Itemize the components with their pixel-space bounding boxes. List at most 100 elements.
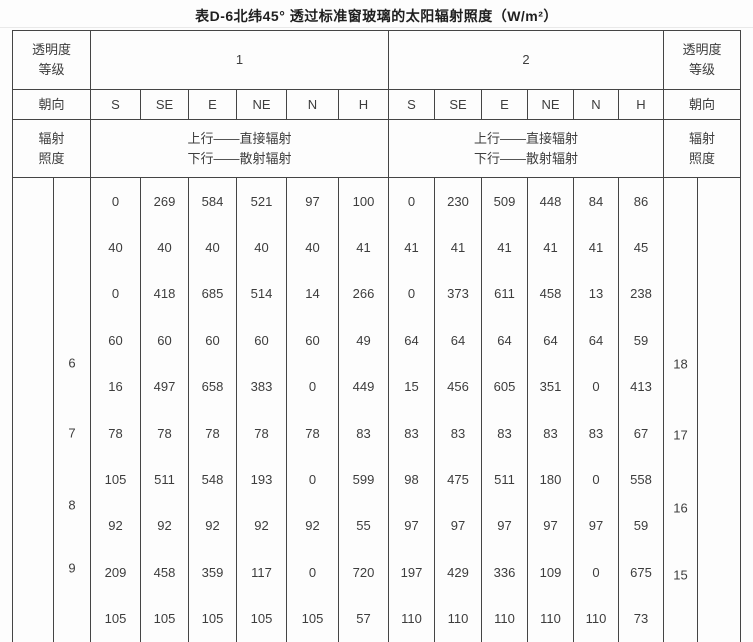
header-row-orientation: 朝向 S SE E NE N H S SE E NE N H 朝向	[13, 90, 741, 120]
header-group-1: 1	[91, 31, 389, 89]
orientation-label-right: 朝向	[664, 90, 741, 119]
data-cell: 458	[539, 286, 562, 302]
data-cell: 511	[494, 472, 515, 488]
data-cell: 60	[254, 332, 269, 348]
radiation-label-left: 辐射 照度	[13, 120, 91, 177]
data-cell: 180	[539, 472, 562, 488]
data-cell: 78	[205, 425, 220, 441]
data-cell: 675	[630, 564, 652, 580]
hour-label: 7	[68, 425, 76, 441]
radiation-note-group-2: 上行——直接辐射 下行——散射辐射	[389, 120, 664, 177]
data-cell: 0	[308, 472, 317, 488]
data-cell: 84	[588, 193, 604, 209]
data-cell: 511	[154, 472, 175, 488]
data-cell: 15	[404, 379, 419, 395]
data-cell: 413	[630, 379, 652, 395]
radiation-label-line2: 照度	[38, 150, 65, 166]
data-cell: 599	[352, 472, 375, 488]
data-cell: 0	[111, 286, 120, 302]
radiation-table: 透明度 等级 1 2 透明度 等级 朝向 S SE E NE N H S SE	[12, 30, 741, 642]
data-cell: 14	[305, 286, 320, 302]
header-row-grade: 透明度 等级 1 2 透明度 等级	[13, 31, 741, 90]
data-cell: 100	[352, 193, 375, 209]
data-cell: 83	[450, 425, 466, 441]
radiation-label-line1: 辐射	[688, 130, 715, 146]
radiation-label-line2: 照度	[688, 150, 715, 166]
data-cell: 105	[250, 611, 273, 627]
orientation-cell-n: N	[574, 90, 619, 119]
data-cell: 13	[588, 286, 604, 302]
data-column-g1-h: 100 41 266 49 449 83 599 55 720 57	[339, 178, 389, 642]
data-cell: 60	[108, 332, 123, 348]
data-cell: 41	[356, 240, 371, 256]
data-cell: 0	[407, 286, 416, 302]
data-cell: 373	[447, 286, 469, 302]
data-cell: 605	[493, 379, 516, 395]
data-cell: 78	[305, 425, 320, 441]
data-cell: 514	[250, 286, 273, 302]
orientation-cell-h: H	[339, 90, 389, 119]
right-spacer-column	[698, 178, 741, 642]
data-cell: 238	[630, 286, 652, 302]
radiation-note-line1: 上行——直接辐射	[187, 130, 292, 146]
data-cell: 55	[356, 518, 371, 534]
data-cell: 509	[493, 193, 516, 209]
data-column-g2-s: 0 41 0 64 15 83 98 97 197 110	[389, 178, 435, 642]
data-cell: 269	[153, 193, 176, 209]
data-cell: 418	[153, 286, 176, 302]
data-cell: 92	[305, 518, 320, 534]
data-cell: 97	[543, 518, 558, 534]
hour-label: 9	[68, 560, 76, 576]
data-cell: 60	[205, 332, 220, 348]
hour-label: 17	[673, 427, 688, 443]
data-cell: 40	[305, 240, 320, 256]
radiation-label-right: 辐射 照度	[664, 120, 741, 177]
data-cell: 230	[447, 193, 469, 209]
data-cell: 92	[254, 518, 269, 534]
data-cell: 83	[356, 425, 371, 441]
data-cell: 558	[630, 472, 652, 488]
data-column-g1-ne: 521 40 514 60 383 78 193 92 117 105	[237, 178, 287, 642]
data-cell: 110	[494, 611, 515, 627]
transparency-label-line1: 透明度	[31, 42, 71, 57]
orientation-cell-ne: NE	[237, 90, 287, 119]
data-cell: 49	[356, 332, 371, 348]
data-cell: 193	[250, 472, 273, 488]
data-cell: 720	[352, 564, 375, 580]
orientation-cell-se: SE	[435, 90, 482, 119]
data-cell: 97	[588, 518, 604, 534]
data-cell: 41	[588, 240, 604, 256]
orientation-label-left: 朝向	[13, 90, 91, 119]
group-1-label: 1	[235, 52, 244, 67]
hour-label: 6	[68, 355, 76, 371]
data-cell: 497	[153, 379, 176, 395]
group-2-label: 2	[522, 52, 530, 67]
data-cell: 67	[633, 425, 649, 441]
data-cell: 64	[588, 332, 604, 348]
data-cell: 584	[201, 193, 224, 209]
data-cell: 109	[539, 564, 562, 580]
title-divider	[0, 27, 753, 28]
orientation-cell-se: SE	[141, 90, 189, 119]
data-cell: 86	[633, 193, 649, 209]
data-cell: 40	[108, 240, 123, 256]
table-title: 表D-6北纬45° 透过标准窗玻璃的太阳辐射照度（W/m²）	[195, 8, 558, 24]
data-cell: 40	[157, 240, 172, 256]
data-cell: 59	[633, 332, 649, 348]
data-cell: 105	[153, 611, 176, 627]
data-column-g2-ne: 448 41 458 64 351 83 180 97 109 110	[528, 178, 574, 642]
data-cell: 336	[493, 564, 516, 580]
hour-label: 15	[673, 567, 688, 583]
data-cell: 611	[494, 286, 515, 302]
radiation-note-line2: 下行——散射辐射	[187, 150, 292, 166]
data-cell: 60	[305, 332, 320, 348]
data-cell: 73	[633, 611, 649, 627]
data-cell: 110	[401, 611, 422, 627]
data-cell: 117	[251, 564, 272, 580]
data-cell: 83	[497, 425, 512, 441]
data-cell: 41	[543, 240, 558, 256]
data-cell: 64	[497, 332, 512, 348]
header-transparency-left: 透明度 等级	[13, 31, 91, 89]
data-column-g1-s: 0 40 0 60 16 78 105 92 209 105	[91, 178, 141, 642]
